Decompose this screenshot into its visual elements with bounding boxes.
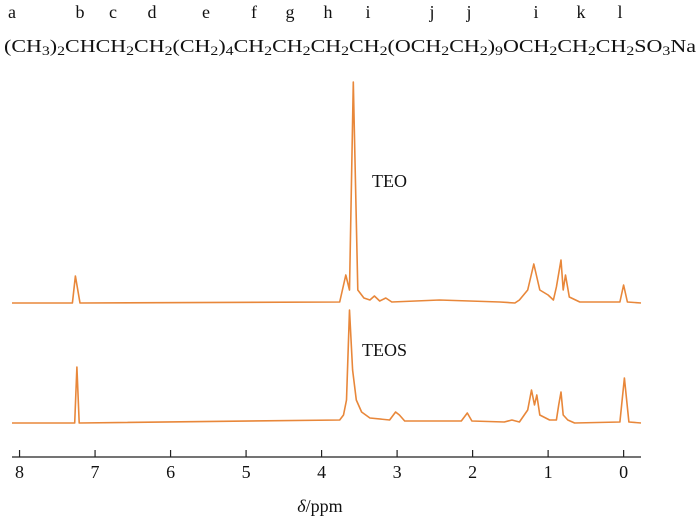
x-tick-label: 2 — [468, 462, 477, 482]
atom-letter: c — [109, 2, 117, 22]
x-axis-label: δ/ppm — [297, 496, 342, 516]
atom-letter: i — [533, 2, 538, 22]
atom-letter: a — [8, 2, 16, 22]
spectrum-line — [12, 81, 642, 304]
atom-letter: b — [76, 2, 85, 22]
atom-letter: l — [617, 2, 622, 22]
x-tick-label: 8 — [15, 462, 24, 482]
series-label: TEOS — [362, 340, 407, 360]
atom-letter: j — [428, 2, 434, 22]
atom-letter: e — [202, 2, 210, 22]
x-tick-label: 5 — [242, 462, 251, 482]
x-tick-label: 4 — [317, 462, 326, 482]
series-label: TEO — [372, 171, 407, 191]
atom-letter: f — [251, 2, 257, 22]
atom-letter: d — [148, 2, 157, 22]
chemical-formula: (CH 3)2CHCH 2CH 2(CH 2)4CH 2CH 2CH 2CH 2(OCH 2CH 2… — [4, 36, 696, 58]
x-tick-label: 1 — [544, 462, 553, 482]
x-tick-label: 0 — [619, 462, 628, 482]
atom-letter: h — [324, 2, 333, 22]
atom-letter: i — [365, 2, 370, 22]
atom-letter: k — [577, 2, 586, 22]
spectrum-line — [12, 309, 642, 424]
atom-letter: j — [465, 2, 471, 22]
atom-letter: g — [286, 2, 295, 22]
x-tick-label: 7 — [91, 462, 100, 482]
x-tick-label: 3 — [393, 462, 402, 482]
x-tick-label: 6 — [166, 462, 175, 482]
